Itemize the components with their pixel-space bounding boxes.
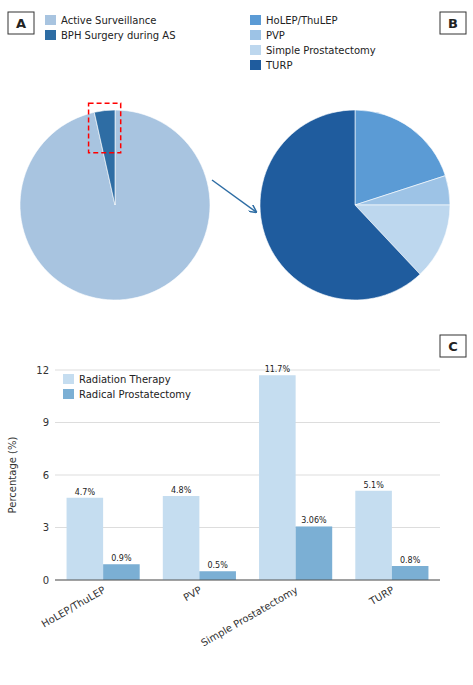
legend: Radiation Therapy Radical Prostatectomy	[63, 374, 191, 400]
panel-label-box	[8, 12, 34, 34]
data-label: 11.7%	[265, 365, 291, 374]
x-axis-line	[55, 580, 440, 581]
y-axis: 0 3 6 9 12	[36, 365, 440, 586]
legend-swatch	[250, 45, 261, 55]
legend: HoLEP/ThuLEP PVP Simple Prostatectomy TURP	[250, 15, 376, 71]
data-label: 4.8%	[171, 486, 192, 495]
panel-label-box	[440, 12, 466, 34]
panel-label: B	[448, 16, 458, 31]
pie	[260, 110, 450, 300]
bar	[199, 571, 236, 580]
figure: A Active Surveillance BPH Surgery during A…	[0, 0, 473, 685]
legend-swatch	[45, 30, 56, 40]
grid-line	[55, 422, 440, 423]
pie	[20, 110, 210, 300]
legend-label: Active Surveillance	[61, 15, 156, 26]
bar	[67, 498, 104, 580]
legend-label: Radiation Therapy	[79, 374, 171, 385]
legend-swatch	[45, 15, 56, 25]
grid-line	[55, 475, 440, 476]
pie-slice	[94, 110, 115, 205]
panel-label: C	[448, 339, 458, 354]
x-tick-label: Simple Prostatectomy	[199, 584, 300, 648]
panel-label: A	[16, 16, 26, 31]
y-tick-label: 6	[43, 470, 49, 481]
legend-label: Radical Prostatectomy	[79, 389, 191, 400]
data-label: 5.1%	[363, 481, 384, 490]
bar	[163, 496, 200, 580]
bar	[355, 491, 392, 580]
pie-slice	[355, 176, 450, 205]
x-axis: HoLEP/ThuLEP PVPSimple Prostatectomy TURP	[40, 580, 440, 649]
data-label: 4.7%	[75, 488, 96, 497]
pie-slice	[20, 110, 210, 300]
legend-label: Simple Prostatectomy	[266, 45, 376, 56]
bar	[259, 375, 296, 580]
data-label: 0.9%	[111, 554, 132, 563]
y-tick-label: 12	[36, 365, 49, 376]
legend: Active Surveillance BPH Surgery during AS	[45, 15, 176, 41]
bar	[392, 566, 429, 580]
bars	[67, 375, 429, 580]
highlight-box	[89, 103, 121, 152]
legend-label: PVP	[266, 30, 285, 41]
legend-label: HoLEP/ThuLEP	[266, 15, 338, 26]
legend-swatch	[250, 15, 261, 25]
legend-swatch	[250, 30, 261, 40]
data-label: 3.06%	[301, 516, 327, 525]
legend-swatch	[63, 374, 74, 384]
y-axis-label: Percentage (%)	[7, 437, 18, 514]
panel-label-box	[440, 335, 466, 357]
legend-label: BPH Surgery during AS	[61, 30, 176, 41]
x-tick-label: PVP	[182, 584, 204, 603]
legend-swatch	[63, 389, 74, 399]
pie-slice	[260, 110, 420, 300]
data-label: 0.8%	[400, 556, 421, 565]
x-tick-label: HoLEP/ThuLEP	[40, 584, 108, 629]
y-tick-label: 3	[43, 522, 49, 533]
legend-label: TURP	[265, 60, 292, 71]
grid-line	[55, 370, 440, 371]
y-tick-label: 9	[43, 417, 49, 428]
legend-swatch	[250, 60, 261, 70]
bar	[103, 564, 140, 580]
data-label: 0.5%	[207, 561, 228, 570]
data-labels: 4.7% 4.8% 11.7% 5.1% 0.9% 0.5% 3.06% 0.8%	[75, 365, 421, 570]
x-tick-label: TURP	[367, 584, 396, 607]
y-tick-label: 0	[43, 575, 49, 586]
arrow	[212, 180, 256, 212]
grid-line	[55, 580, 440, 581]
bar	[296, 526, 333, 580]
